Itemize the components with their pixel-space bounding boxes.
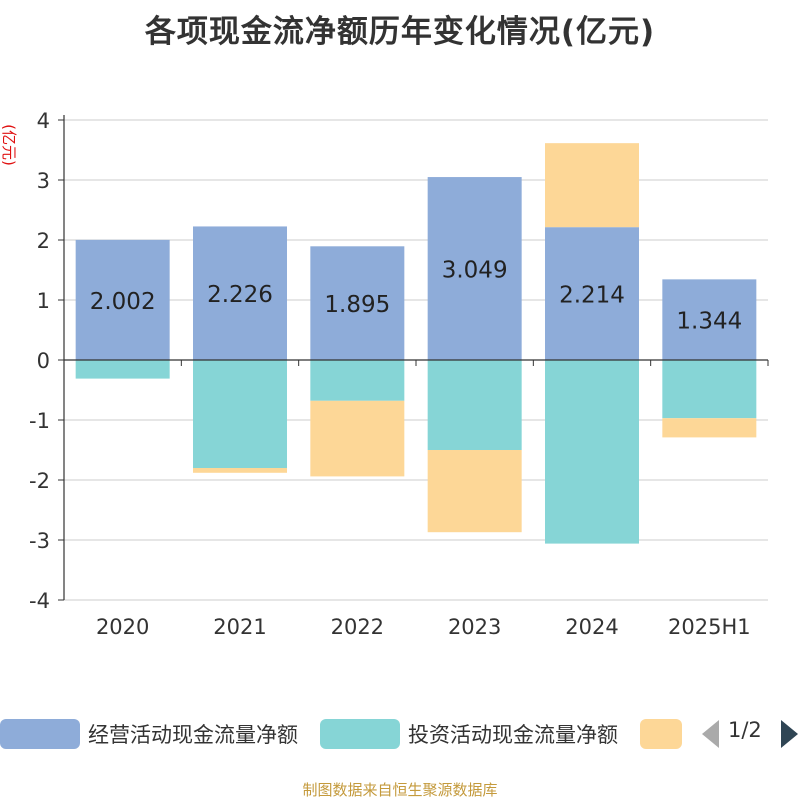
legend-swatch-financing (640, 719, 682, 749)
data-label-2024: 2.214 (559, 283, 625, 309)
y-axis-title: (亿元) (0, 124, 18, 166)
x-tick-label-2021: 2021 (213, 615, 266, 639)
data-label-2021: 2.226 (207, 282, 273, 308)
axes: 4 3 2 1 0 -1 -2 -3 -4 2020 2021 2022 2023 2024 2025H1 (29, 109, 769, 639)
y-tick-label: -1 (29, 409, 50, 433)
data-source-note: 制图数据来自恒生聚源数据库 (302, 781, 498, 799)
y-tick-label: -2 (29, 469, 50, 493)
data-label-2025H1: 1.344 (676, 309, 742, 335)
bar-2023-series-2 (427, 450, 522, 533)
legend: 经营活动现金流量净额 投资活动现金流量净额 (0, 716, 800, 752)
bar-2022-series-2 (310, 400, 405, 477)
data-label-2022: 1.895 (324, 292, 390, 318)
bar-2021-series-2 (193, 468, 287, 473)
bar-2023-series-1 (427, 360, 522, 450)
legend-prev-page-icon[interactable] (702, 720, 719, 748)
y-tick-label: 0 (37, 349, 50, 373)
bar-2022-series-1 (310, 360, 405, 401)
y-tick-label: -3 (29, 529, 50, 553)
bar-2020-series-1 (75, 360, 170, 379)
bar-2024-series-2 (545, 143, 639, 228)
bar-2021-series-0 (193, 226, 287, 360)
legend-swatch-operating (0, 719, 80, 749)
y-tick-label: 4 (37, 109, 50, 133)
x-tick-label-2020: 2020 (96, 615, 149, 639)
legend-item-investing[interactable]: 投资活动现金流量净额 (320, 716, 618, 752)
bar-2025H1-series-0 (662, 279, 757, 360)
bar-2025H1-series-2 (662, 418, 757, 438)
data-labels: 2.002 2.226 1.895 3.049 2.214 1.344 (90, 258, 743, 335)
bar-2021-series-1 (193, 360, 287, 468)
x-tick-label-2023: 2023 (448, 615, 501, 639)
legend-next-page-icon[interactable] (781, 720, 798, 748)
bar-2020-series-0 (75, 239, 170, 360)
bar-2024-series-1 (545, 360, 639, 544)
legend-item-operating[interactable]: 经营活动现金流量净额 (0, 716, 298, 752)
legend-page-indicator: 1/2 (728, 718, 762, 742)
bars (75, 143, 757, 544)
bar-2024-series-0 (545, 227, 639, 360)
bar-2025H1-series-1 (662, 360, 757, 419)
x-tick-label-2024: 2024 (565, 615, 618, 639)
y-tick-label: 2 (37, 229, 50, 253)
legend-label-investing: 投资活动现金流量净额 (408, 723, 618, 747)
bar-2023-series-0 (427, 177, 522, 360)
legend-item-financing[interactable] (640, 716, 682, 752)
y-tick-label: 1 (37, 289, 50, 313)
data-label-2020: 2.002 (90, 289, 156, 315)
y-tick-label: 3 (37, 169, 50, 193)
legend-swatch-investing (320, 719, 400, 749)
x-tick-label-2025H1: 2025H1 (668, 615, 751, 639)
grid-lines (64, 119, 768, 601)
chart-title: 各项现金流净额历年变化情况(亿元) (144, 14, 656, 50)
y-tick-label: -4 (29, 589, 50, 613)
bar-2022-series-0 (310, 246, 405, 360)
legend-label-operating: 经营活动现金流量净额 (88, 723, 298, 747)
x-tick-label-2022: 2022 (331, 615, 384, 639)
data-label-2023: 3.049 (442, 258, 508, 284)
